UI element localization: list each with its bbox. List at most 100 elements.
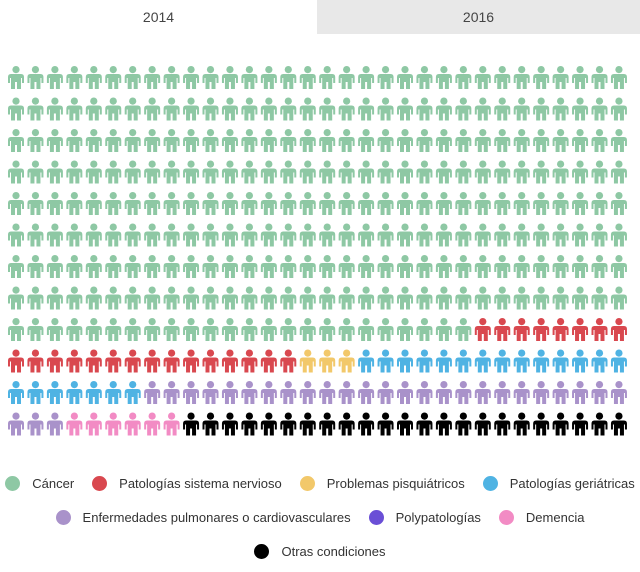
person-icon (27, 160, 44, 184)
person-icon (513, 192, 530, 215)
person-icon (397, 160, 413, 184)
legend-label-pulmonares: Enfermedades pulmonares o cardiovascular… (82, 510, 351, 525)
legend-row-3: Otras condiciones (0, 544, 640, 559)
person-icon (513, 255, 530, 278)
person-icon (260, 381, 277, 404)
legend-item-pulmonares: Enfermedades pulmonares o cardiovascular… (55, 510, 351, 525)
person-icon (572, 223, 589, 247)
person-icon (260, 349, 277, 373)
person-icon (377, 255, 394, 278)
person-icon (572, 129, 589, 152)
person-icon (85, 318, 102, 341)
person-icon (163, 97, 180, 121)
person-icon (202, 349, 219, 373)
person-icon (591, 349, 608, 373)
person-icon (358, 349, 375, 373)
person-icon (416, 255, 433, 278)
person-icon (591, 192, 608, 215)
person-icon (105, 349, 122, 373)
person-icon (260, 192, 277, 215)
person-icon (552, 286, 569, 310)
person-icon (397, 349, 413, 373)
person-icon (358, 192, 375, 215)
person-icon (338, 223, 355, 247)
person-icon (8, 255, 24, 278)
person-icon (85, 223, 102, 247)
person-icon (416, 66, 433, 89)
person-icon (241, 349, 258, 373)
person-icon (163, 381, 180, 404)
person-icon (163, 160, 180, 184)
person-icon (66, 223, 83, 247)
person-icon (124, 66, 141, 89)
person-icon (397, 412, 413, 436)
person-icon (435, 97, 452, 121)
person-icon (610, 160, 627, 184)
person-icon (533, 255, 550, 278)
person-icon (85, 381, 102, 404)
person-icon (163, 318, 180, 341)
person-icon (202, 192, 219, 215)
person-icon (299, 192, 316, 215)
person-icon (105, 223, 122, 247)
person-icon (513, 318, 530, 341)
legend-dot-cancer (5, 476, 21, 491)
tab-2014[interactable]: 2014 (0, 0, 317, 34)
tab-2016[interactable]: 2016 (317, 0, 640, 34)
person-icon (260, 412, 277, 436)
person-icon (533, 223, 550, 247)
person-icon (280, 318, 297, 341)
year-tabs: 2014 2016 (0, 0, 640, 34)
person-icon (494, 381, 511, 404)
person-icon (591, 129, 608, 152)
person-icon (299, 223, 316, 247)
person-icon (46, 381, 63, 404)
person-icon (280, 223, 297, 247)
person-icon (591, 66, 608, 89)
person-icon (221, 97, 238, 121)
person-icon (552, 349, 569, 373)
person-icon (46, 286, 63, 310)
person-icon (8, 223, 24, 247)
person-icon (241, 286, 258, 310)
person-icon (124, 223, 141, 247)
person-icon (319, 192, 336, 215)
person-icon (474, 255, 491, 278)
person-icon (144, 349, 161, 373)
person-icon (66, 286, 83, 310)
person-icon (533, 412, 550, 436)
person-icon (494, 318, 511, 341)
person-icon (85, 66, 102, 89)
person-icon (319, 129, 336, 152)
legend-item-psiquiatricos: Problemas pisquiátricos (299, 476, 465, 491)
person-icon (358, 160, 375, 184)
legend-label-polypatologias: Polypatologías (395, 510, 481, 525)
person-icon (66, 318, 83, 341)
person-icon (513, 97, 530, 121)
person-icon (572, 349, 589, 373)
person-icon (280, 160, 297, 184)
person-icon (610, 97, 627, 121)
person-icon (319, 223, 336, 247)
person-icon (202, 97, 219, 121)
person-icon (474, 223, 491, 247)
person-icon (105, 192, 122, 215)
person-icon (27, 255, 44, 278)
person-icon (27, 318, 44, 341)
person-icon (455, 255, 472, 278)
person-icon (221, 318, 238, 341)
person-icon (241, 160, 258, 184)
person-icon (319, 381, 336, 404)
legend-item-demencia: Demencia (498, 510, 584, 525)
pictogram-chart (8, 66, 627, 436)
legend-dot-polypatologias (368, 510, 384, 525)
person-icon (377, 129, 394, 152)
person-icon (319, 412, 336, 436)
person-icon (144, 223, 161, 247)
person-icon (435, 255, 452, 278)
person-icon (572, 381, 589, 404)
person-icon (377, 97, 394, 121)
person-icon (610, 66, 627, 89)
person-icon (260, 66, 277, 89)
person-icon (299, 255, 316, 278)
